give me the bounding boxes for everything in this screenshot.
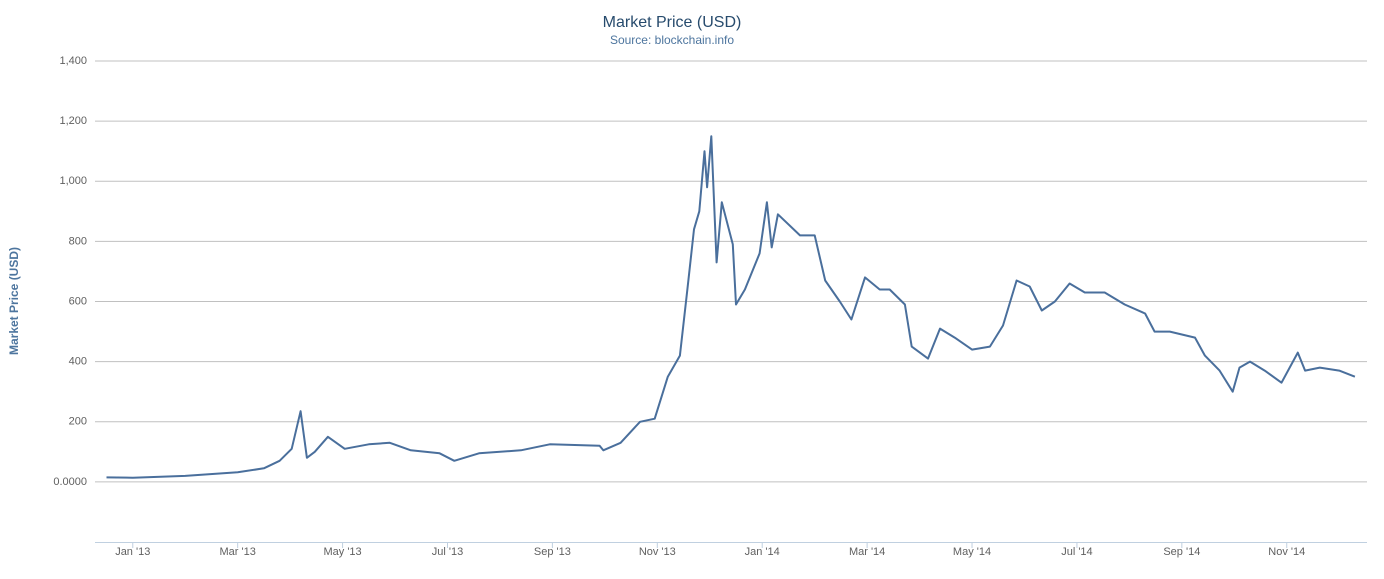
y-tick-label: 1,200 (59, 115, 87, 127)
x-tick-label: Sep '13 (534, 546, 571, 558)
y-tick-label: 1,400 (59, 55, 87, 67)
x-tick-label: Jan '13 (115, 546, 150, 558)
y-tick-label: 0.0000 (53, 476, 87, 488)
price-line (106, 135, 1356, 479)
x-tick-label: Sep '14 (1163, 546, 1200, 558)
chart-subtitle: Source: blockchain.info (610, 33, 734, 47)
x-tick-label: Nov '14 (1268, 546, 1305, 558)
y-tick-label: 1,000 (59, 175, 87, 187)
x-tick-label: Jul '13 (432, 546, 463, 558)
x-tick-label: Mar '13 (220, 546, 256, 558)
chart-title: Market Price (USD) (603, 14, 742, 31)
x-tick-label: May '14 (953, 546, 991, 558)
x-tick-label: Nov '13 (639, 546, 676, 558)
x-tick-label: Jul '14 (1061, 546, 1092, 558)
x-tick-label: May '13 (323, 546, 361, 558)
y-tick-label: 400 (69, 356, 87, 368)
y-tick-label: 800 (69, 235, 87, 247)
y-axis-label: Market Price (USD) (7, 247, 21, 355)
x-tick-label: Mar '14 (849, 546, 885, 558)
x-tick-label: Jan '14 (745, 546, 780, 558)
y-tick-label: 600 (69, 295, 87, 307)
y-tick-label: 200 (69, 416, 87, 428)
